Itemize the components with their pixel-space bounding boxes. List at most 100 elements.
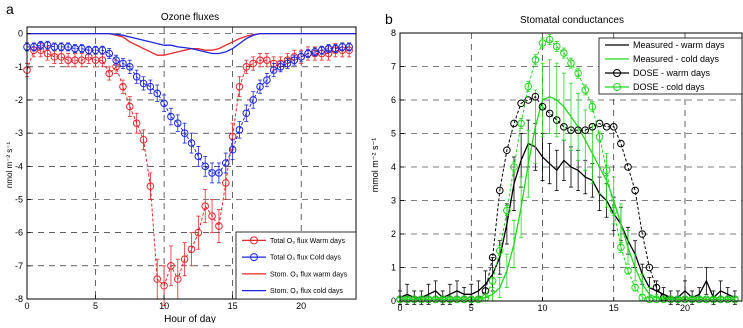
panel-a-series-0-point-25 (194, 228, 203, 237)
panel-a-series-1-point-41 (304, 49, 312, 58)
panel-b-series-2-point-28 (595, 119, 604, 128)
panel-b-series-3-point-21 (545, 35, 554, 44)
panel-a-series-1-point-20 (160, 99, 168, 108)
panel-a-series-1-point-11 (98, 46, 107, 55)
panel-a-series-1-point-32 (242, 109, 251, 118)
panel-a-xtick-label-0: 0 (24, 301, 29, 311)
panel-b-series-2-point-35 (645, 263, 654, 272)
panel-a-series-1-point-1 (30, 43, 38, 51)
panel-b-series-3-point-22 (552, 42, 561, 51)
panel-a-plot: 0 5 10 15 20 0 -1 -2 -3 -4 -5 -6 -7 -8 Total O₃ flux W… (15, 26, 357, 311)
panel-b-series-3-point-14 (495, 246, 504, 255)
panel-b-legend-label-3: DOSE - cold days (633, 82, 705, 92)
panel-a-series-1-point-31 (235, 126, 244, 134)
panel-b-series-3-point-24 (567, 59, 575, 67)
panel-b-series-2-point-23 (560, 123, 568, 131)
panel-a-series-1-point-12 (105, 49, 114, 58)
panel-b-series-2-point-30 (609, 123, 618, 131)
panel-a-series-0-point-31 (235, 82, 244, 91)
panel-b-ytick-label-6: 6 (391, 95, 396, 105)
panel-b-series-2-point-32 (624, 163, 632, 171)
panel-b-series-3-point-47 (731, 295, 739, 304)
panel-a-xtick-label-3: 15 (228, 301, 238, 311)
panel-a-axes-frame (26, 26, 357, 300)
panel-a-ytick-label-5: -5 (15, 194, 23, 204)
panel-a-series-0-point-29 (221, 179, 230, 187)
panel-b-series-2-point-26 (581, 126, 590, 134)
panel-b-series-3-point-41 (688, 295, 696, 304)
panel-a-series-0-point-17 (139, 135, 148, 144)
panel-a-legend-label-3: Stom. O₃ flux cold days (270, 288, 343, 295)
panel-a-series-1-point-22 (173, 119, 182, 127)
panel-b-legend-label-2: DOSE - warm days (633, 68, 711, 78)
panel-b-series-3-point-45 (716, 295, 725, 304)
panel-a-series-0-point-24 (187, 245, 196, 254)
panel-a-series-1-point-28 (215, 169, 223, 177)
panel-a-legend-box (235, 231, 357, 300)
panel-b-series-3-point-39 (674, 295, 682, 304)
panel-b-title: Stomatal conductances (520, 15, 624, 26)
panel-a-series-0-point-14 (119, 82, 127, 91)
panel-b-series-2-point-15 (503, 146, 511, 155)
panel-b-ytick-label-2: 2 (391, 229, 396, 239)
panel-b-legend-label-1: Measured - cold days (633, 54, 720, 64)
panel-b-series-3-point-17 (517, 119, 525, 128)
panel-a-series-1-point-29 (221, 159, 230, 167)
panel-a-series-1-point-47 (345, 43, 353, 51)
panel-b-series-3-point-18 (524, 82, 533, 91)
panel-a-series-1 (23, 40, 353, 184)
panel-a-series-1-point-38 (283, 59, 292, 68)
panel-a-series-0-point-16 (132, 119, 141, 127)
panel-b-series-3-point-11 (474, 295, 483, 304)
panel-b-series-2-point-18 (524, 96, 533, 104)
panel-a-series-0-point-28 (215, 222, 223, 230)
panel-a-ytick-label-0: 0 (18, 29, 23, 39)
panel-b-series-2-point-34 (638, 230, 647, 238)
panel-b-legend-box (598, 37, 743, 95)
panel-b-series-2-point-36 (652, 283, 661, 292)
panel-b-xtick-label-3: 15 (609, 303, 619, 313)
panel-b-series-2-point-14 (495, 186, 504, 195)
panel-b-series-2-point-22 (552, 116, 561, 124)
panel-a-series-1-line (27, 44, 350, 174)
panel-a-ytick-label-7: -7 (15, 261, 23, 271)
panel-a-series-1-point-8 (78, 44, 86, 53)
panel-a-legend-marker-0 (250, 236, 258, 245)
panel-b-letter: b (385, 11, 393, 27)
panel-b-ytick-label-1: 1 (391, 263, 396, 273)
panel-a-series-1-point-15 (126, 63, 134, 71)
panel-a-series-1-point-34 (256, 82, 264, 91)
panel-b-series-3-point-20 (538, 39, 547, 47)
panel-b-series-3-point-4 (424, 295, 433, 304)
panel-a-series-1-point-16 (132, 72, 141, 81)
panel-a-series-0-point-22 (173, 275, 182, 283)
panel-b-series-3-point-33 (631, 283, 639, 292)
panel-b-series-3-point-15 (503, 206, 511, 215)
panel-a-series-0-point-19 (153, 275, 162, 283)
panel-a-series-0-point-32 (242, 63, 251, 71)
panel-a-legend-marker-1 (250, 253, 258, 262)
panel-a-series-0-point-15 (126, 102, 134, 111)
panel-a-series-1-point-24 (187, 139, 196, 147)
panel-b-series-3 (396, 34, 739, 304)
panel-b-series-2-point-31 (617, 139, 625, 148)
panel-b-series-3-point-9 (460, 295, 468, 304)
panel-a-series-1-point-33 (249, 96, 257, 104)
panel-a-xlabel: Hour of day (164, 314, 216, 323)
panel-b-series-3-point-40 (681, 295, 689, 304)
panel-b-xtick-label-1: 5 (469, 303, 474, 313)
panel-a: a Ozone fluxes Hour of day nmol m⁻² s⁻¹ … (5, 1, 357, 325)
panel-b-series-3-point-44 (709, 295, 718, 304)
panel-b-series-2-point-19 (531, 92, 540, 101)
panel-b-series-2-point-24 (567, 126, 575, 134)
panel-a-series-0-line (26, 49, 350, 287)
panel-a-series-0-point-12 (105, 69, 114, 78)
panel-b-series-3-point-10 (467, 295, 476, 304)
panel-a-ytick-label-3: -3 (15, 128, 23, 138)
panel-a-series-0-point-23 (180, 255, 189, 263)
panel-a-xtick-label-2: 10 (159, 301, 169, 311)
panel-b-series-3-point-46 (723, 295, 732, 304)
panel-b-legend-marker-3 (613, 83, 621, 91)
panel-a-series-3-line (27, 32, 356, 55)
